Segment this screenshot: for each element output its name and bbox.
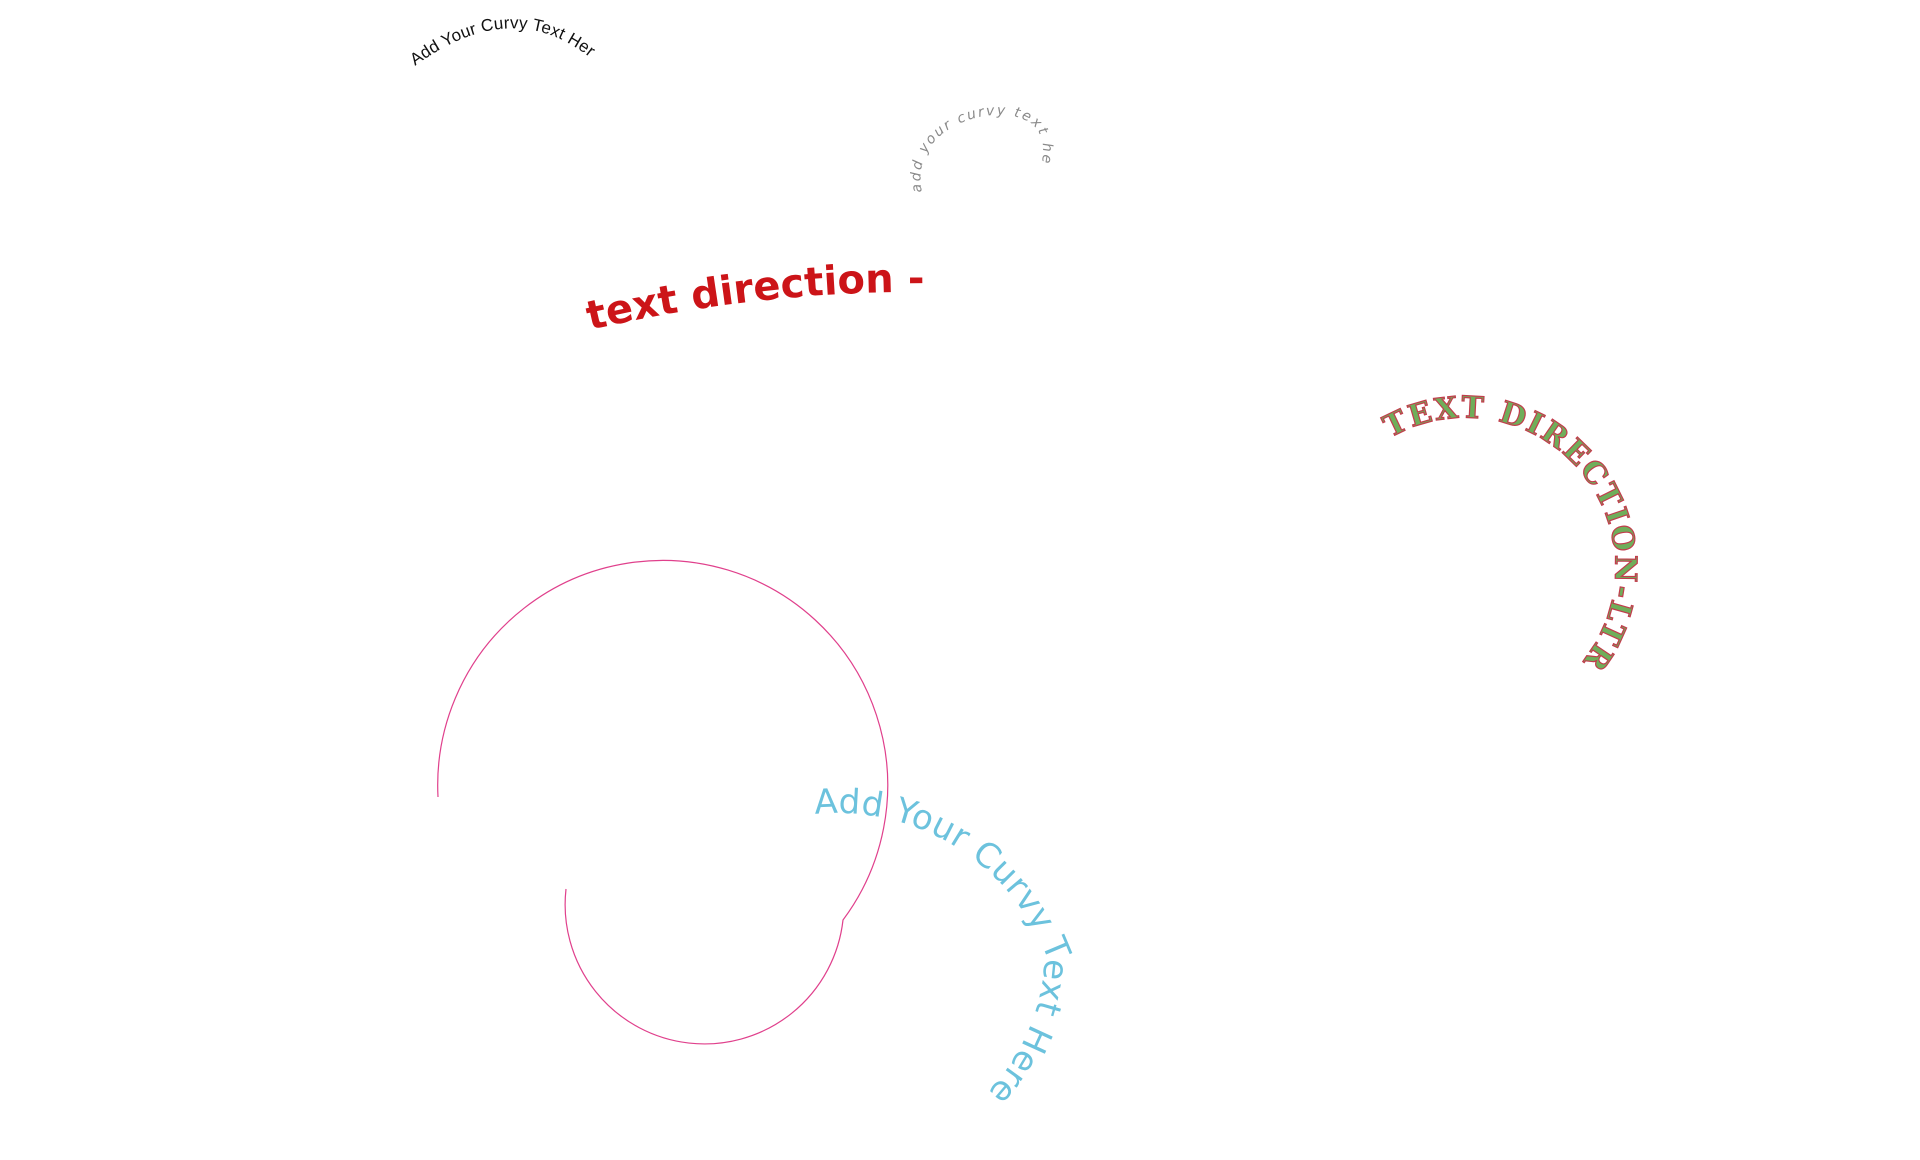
spiral-text-label[interactable]: Add Your Curvy Text Here [813,782,1078,1113]
curvy-text-two[interactable]: add your curvy text he [908,103,1055,194]
spiral-text-path: Add Your Curvy Text Here [813,782,1077,1113]
rtl-text-path: text direction -RTL [0,0,925,340]
curvy-text-two-path: add your curvy text he [908,103,1053,194]
spiral-guide-path[interactable] [437,559,889,1045]
curvy-text-one[interactable]: Add Your Curvy Text Here [0,0,599,69]
curvy-text-one-path: Add Your Curvy Text Here [0,0,599,69]
ltr-text-label[interactable]: TEXT DIRECTION-LTR [1378,390,1642,679]
ltr-text-path: TEXT DIRECTION-LTR [1378,390,1642,679]
rtl-text-label[interactable]: text direction -RTL [0,0,925,340]
